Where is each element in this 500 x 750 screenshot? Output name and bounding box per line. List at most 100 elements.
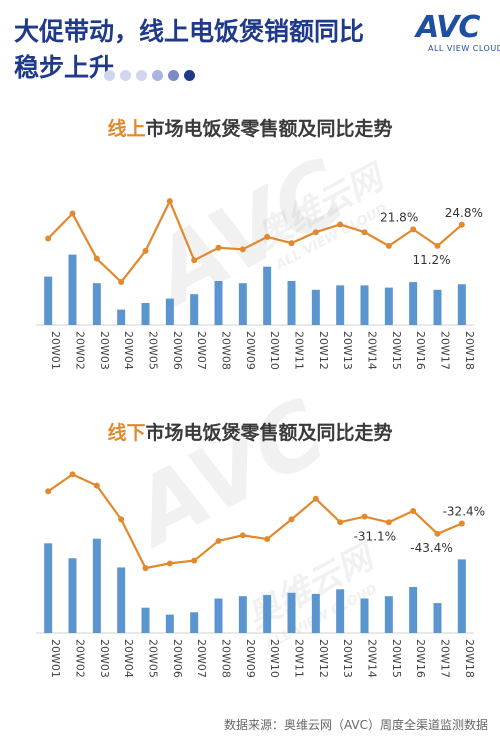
bar-20W05 [141,607,150,633]
bar-20W02 [68,558,77,633]
tick-label-20W05: 20W05 [147,639,160,678]
title-dot [152,70,163,81]
yoy-point-20W05 [142,565,149,572]
yoy-point-20W07 [191,557,198,564]
tick-label-20W07: 20W07 [195,331,208,370]
bar-20W03 [92,538,101,633]
tick-label-20W15: 20W15 [390,639,403,678]
bar-20W14 [360,285,369,325]
online-chart-title-rest: 市场电饭煲零售额及同比走势 [145,118,393,140]
tick-label-20W09: 20W09 [244,639,257,678]
tick-label-20W14: 20W14 [366,639,379,678]
bar-20W11 [287,592,296,633]
headline-line-1: 大促带动，线上电饭煲销额同比 [14,17,365,46]
tick-label-20W04: 20W04 [122,639,135,678]
yoy-point-20W07 [191,257,198,264]
tick-label-20W06: 20W06 [171,639,184,678]
yoy-point-20W02 [69,471,76,478]
online-chart: 21.8% 11.2% 24.8% 20W01 20W02 20W03 20W04 20W05… [36,198,483,370]
logo-brand: AVC [416,10,480,45]
yoy-point-20W13 [337,221,344,228]
tick-label-20W12: 20W12 [317,639,330,678]
tick-label-20W09: 20W09 [244,331,257,370]
bar-20W01 [44,543,53,633]
bar-20W14 [360,598,369,633]
yoy-point-20W10 [264,233,271,240]
tick-label-20W17: 20W17 [439,639,452,678]
bar-20W08 [214,598,223,633]
yoy-point-20W03 [93,255,100,262]
bar-20W16 [409,587,418,633]
tick-label-20W05: 20W05 [147,331,160,370]
offline-chart: -31.1% -43.4% -32.4% 20W01 20W02 20W03 20W04 20… [36,471,485,678]
bar-20W18 [457,559,466,633]
yoy-point-20W18 [458,221,465,228]
bar-20W03 [92,283,101,325]
title-dot [184,70,195,81]
avc-logo: AVC ALL VIEW CLOUD [404,10,500,54]
data-label-20W18: 24.8% [445,206,483,220]
yoy-point-20W09 [239,532,246,539]
tick-label-20W16: 20W16 [414,639,427,678]
tick-label-20W01: 20W01 [49,331,62,370]
tick-label-20W10: 20W10 [268,331,281,370]
logo-tagline: ALL VIEW CLOUD [428,44,500,53]
bar-20W18 [457,284,466,325]
bar-20W02 [68,254,77,325]
data-source-note: 数据来源：奥维云网（AVC）周度全渠道监测数据 [223,718,488,732]
tick-label-20W17: 20W17 [439,331,452,370]
yoy-point-20W04 [118,516,125,523]
online-chart-title: 线上市场电饭煲零售额及同比走势 [0,114,500,141]
yoy-point-20W14 [361,513,368,520]
yoy-line [47,473,463,570]
bar-20W13 [336,285,345,325]
tick-label-20W11: 20W11 [293,639,306,678]
yoy-point-20W13 [337,519,344,526]
yoy-point-20W01 [45,235,52,242]
bar-20W09 [238,596,247,633]
yoy-point-20W06 [166,198,173,205]
yoy-point-20W11 [288,516,295,523]
tick-label-20W03: 20W03 [98,331,111,370]
bar-20W06 [165,298,174,325]
data-label-20W18: -32.4% [443,505,485,519]
yoy-point-20W01 [45,488,52,495]
bar-20W15 [384,287,393,325]
bar-20W17 [433,289,442,325]
tick-label-20W18: 20W18 [463,639,476,678]
tick-label-20W12: 20W12 [317,331,330,370]
data-label-20W16: 21.8% [380,210,418,224]
bar-20W12 [311,289,320,325]
title-dot [104,70,115,81]
yoy-point-20W11 [288,240,295,247]
tick-label-20W14: 20W14 [366,331,379,370]
tick-label-20W18: 20W18 [463,331,476,370]
title-dot [168,70,179,81]
yoy-point-20W03 [93,482,100,489]
bar-20W15 [384,596,393,633]
bar-20W01 [44,276,53,325]
tick-label-20W07: 20W07 [195,639,208,678]
tick-label-20W01: 20W01 [49,639,62,678]
yoy-point-20W05 [142,247,149,254]
tick-label-20W10: 20W10 [268,639,281,678]
offline-chart-title-rest: 市场电饭煲零售额及同比走势 [145,422,393,444]
bar-20W13 [336,589,345,633]
bar-20W10 [263,595,272,633]
yoy-point-20W12 [312,495,319,502]
title-dot [120,70,131,81]
yoy-point-20W16 [410,226,417,233]
tick-label-20W03: 20W03 [98,639,111,678]
data-label-20W17: 11.2% [412,253,450,267]
tick-label-20W11: 20W11 [293,331,306,370]
bar-20W07 [190,612,199,633]
yoy-point-20W15 [385,519,392,526]
yoy-point-20W08 [215,244,222,251]
yoy-point-20W15 [385,242,392,249]
yoy-point-20W08 [215,537,222,544]
bar-20W11 [287,281,296,325]
yoy-point-20W09 [239,246,246,253]
yoy-point-20W14 [361,229,368,236]
bar-20W07 [190,294,199,325]
data-label-20W15: -31.1% [354,529,396,543]
